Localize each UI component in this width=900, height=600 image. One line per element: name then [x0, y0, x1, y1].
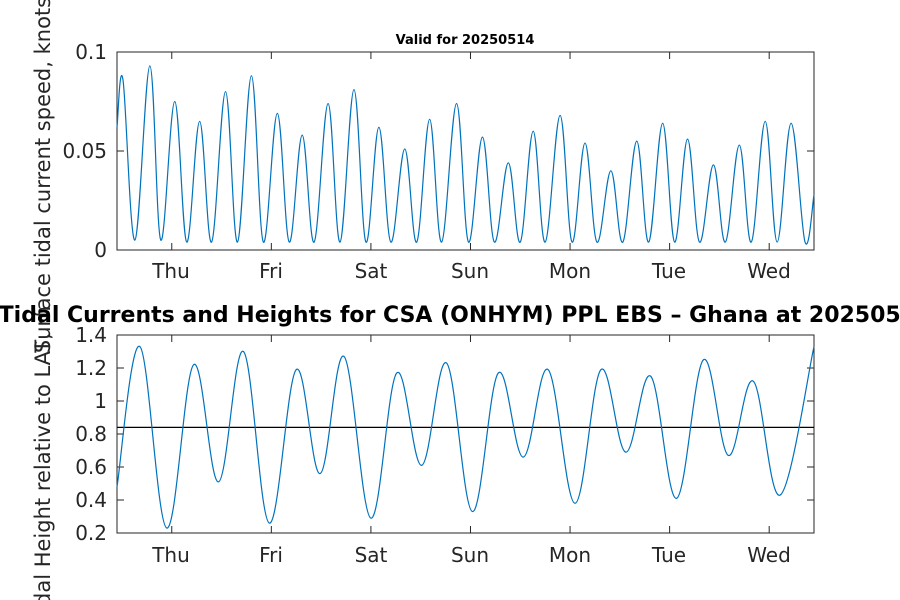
tidal-height-x-tick-label: Thu [151, 543, 190, 567]
current-speed-title: Valid for 20250514 [396, 33, 535, 48]
tidal-height-y-tick-label: 1.2 [75, 356, 107, 380]
current-speed-ticks [117, 51, 814, 251]
tidal-height-axes-box [116, 334, 815, 534]
tidal-height-x-tick-labels: Thu Fri Sat Sun Mon Tue Wed [151, 543, 791, 567]
current-speed-x-tick-label: Sun [451, 259, 489, 283]
current-speed-x-tick-labels: Thu Fri Sat Sun Mon Tue Wed [151, 259, 791, 283]
tidal-height-y-tick-label: 1 [94, 389, 107, 413]
current-speed-x-tick-label: Mon [549, 259, 591, 283]
tidal-height-x-tick-label: Sun [451, 543, 489, 567]
tidal-height-y-tick-label: 0.4 [75, 488, 107, 512]
current-speed-y-tick-labels: 0.1 0.05 0 [62, 40, 107, 262]
tidal-height-y-axis-label: Tidal Height relative to LAT, m [31, 306, 55, 600]
tidal-height-x-tick-label: Fri [259, 543, 283, 567]
current-speed-x-tick-label: Wed [747, 259, 791, 283]
tidal-height-y-tick-labels: 1.4 1.2 1 0.8 0.6 0.4 0.2 [75, 323, 107, 545]
current-speed-y-tick-label: 0.05 [62, 139, 107, 163]
tidal-height-x-tick-label: Wed [747, 543, 791, 567]
current-speed-chart: Valid for 20250514 0.1 0.05 0 Thu Fri Sa… [31, 0, 815, 353]
tidal-height-y-tick-label: 0.6 [75, 455, 107, 479]
tidal-height-x-tick-label: Mon [549, 543, 591, 567]
tidal-height-ticks [117, 334, 814, 534]
current-speed-y-tick-label: 0.1 [75, 40, 107, 64]
tidal-height-series-line [116, 345, 815, 529]
current-speed-y-axis-label: Surface tidal current speed, knots [31, 0, 55, 353]
current-speed-x-tick-label: Tue [651, 259, 686, 283]
tidal-height-y-tick-label: 1.4 [75, 323, 107, 347]
current-speed-x-tick-label: Sat [355, 259, 388, 283]
main-figure-title: Tidal Currents and Heights for CSA (ONHY… [0, 303, 900, 328]
tidal-height-y-tick-label: 0.2 [75, 521, 107, 545]
tidal-height-y-tick-label: 0.8 [75, 422, 107, 446]
tidal-height-x-tick-label: Sat [355, 543, 388, 567]
tidal-height-x-tick-label: Tue [651, 543, 686, 567]
current-speed-x-tick-label: Thu [151, 259, 190, 283]
current-speed-series-line [116, 65, 815, 245]
tidal-height-chart: 1.4 1.2 1 0.8 0.6 0.4 0.2 Thu Fri Sat Su… [31, 306, 815, 600]
current-speed-x-tick-label: Fri [259, 259, 283, 283]
current-speed-y-tick-label: 0 [94, 238, 107, 262]
